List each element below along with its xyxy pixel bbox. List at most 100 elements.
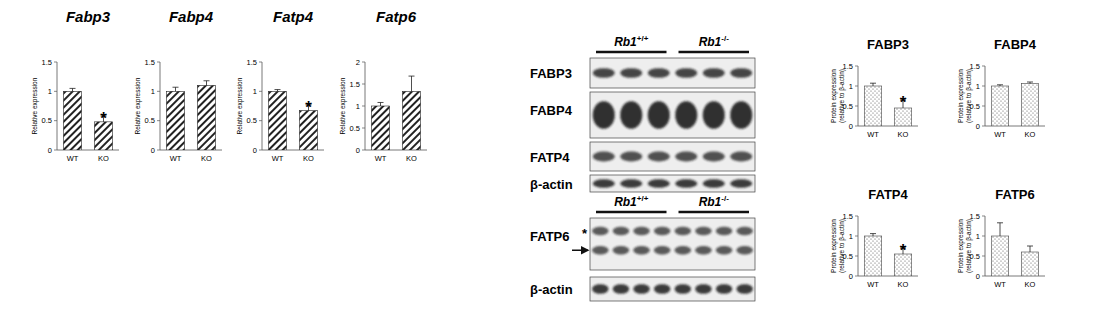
y-axis-label: Protein expression(relative to β-actin) (957, 69, 973, 123)
blot-row-label: β-actin (530, 282, 573, 297)
significance-mark: * (900, 241, 907, 260)
band (730, 68, 752, 78)
y-tick-label: 1 (976, 82, 980, 91)
y-axis (858, 216, 859, 276)
y-tick (855, 216, 858, 217)
band (613, 227, 630, 235)
y-tick (982, 66, 985, 67)
y-tick-label: 1 (356, 102, 360, 111)
y-axis (365, 62, 366, 150)
genotype-label: Rb1+/+ (614, 194, 649, 209)
group-bar (679, 51, 750, 54)
x-tick-label: KO (406, 154, 417, 163)
error-stem (1030, 246, 1031, 252)
y-tick (982, 236, 985, 237)
y-axis-label-line: (relative to β-actin) (965, 219, 973, 273)
y-tick (982, 126, 985, 127)
blot-strip (590, 277, 755, 301)
gene-name: Rb1 (614, 35, 637, 49)
chart-title: Fabp3 (66, 8, 111, 25)
y-tick-label: 0.5 (970, 102, 980, 111)
y-tick (54, 91, 57, 92)
y-tick-label: 2 (356, 58, 360, 67)
band (703, 179, 725, 188)
blot-strip (590, 175, 755, 192)
y-axis (985, 66, 986, 126)
y-tick-label: 0 (48, 146, 52, 155)
y-tick (982, 216, 985, 217)
significance-mark: * (100, 109, 107, 128)
band (736, 227, 753, 235)
y-tick (982, 86, 985, 87)
error-cap (997, 222, 1003, 223)
x-tick-label: WT (67, 154, 79, 163)
band (736, 284, 753, 294)
y-tick (982, 276, 985, 277)
band (675, 179, 697, 188)
y-tick (855, 256, 858, 257)
bar (403, 91, 421, 150)
blot-strip (590, 92, 755, 138)
band (593, 152, 615, 162)
band (592, 284, 609, 294)
error-bar (275, 90, 281, 92)
error-cap (1027, 246, 1033, 247)
genotype: -/- (721, 34, 729, 43)
x-tick-label: KO (98, 154, 109, 163)
y-tick (362, 62, 365, 63)
blot-strip (590, 142, 755, 171)
bar-chart: Fatp4Relative expression00.511.5WTKO* (236, 8, 324, 163)
band (620, 68, 642, 78)
y-tick (982, 106, 985, 107)
error-cap (409, 76, 415, 77)
y-tick-label: 0.5 (843, 102, 853, 111)
y-tick-label: 0 (151, 146, 155, 155)
band (730, 101, 752, 129)
y-axis-label: Relative expression (339, 77, 347, 134)
band (633, 284, 650, 294)
y-axis-label-line: (relative to β-actin) (838, 219, 846, 273)
x-tick-label: WT (272, 154, 284, 163)
x-tick-label: KO (201, 154, 212, 163)
error-bar (409, 76, 415, 91)
band (648, 101, 670, 129)
x-tick-label: KO (303, 154, 314, 163)
y-axis-label: Protein expression(relative to β-actin) (957, 219, 973, 273)
band (648, 68, 670, 78)
y-tick-label: 0 (849, 272, 853, 281)
bar (372, 106, 390, 150)
error-stem (72, 88, 73, 91)
error-bar (997, 85, 1003, 86)
band (675, 284, 692, 294)
error-cap (870, 233, 876, 234)
band (633, 246, 650, 254)
error-cap (997, 84, 1003, 85)
bar-chart: Fatp6Relative expression00.511.52WTKO (339, 8, 427, 163)
error-cap (1027, 82, 1033, 83)
y-tick-label: 1 (151, 87, 155, 96)
band-arrow (572, 249, 588, 251)
chart-title: FATP4 (868, 187, 908, 202)
bar (198, 85, 216, 150)
y-tick-label: 1.5 (42, 58, 52, 67)
blot-row-label: FABP4 (530, 103, 573, 118)
y-tick (362, 128, 365, 129)
y-axis (57, 62, 58, 150)
y-axis-label: Protein expression(relative to β-actin) (830, 69, 846, 123)
chart-title: Fabp4 (169, 8, 214, 25)
genotype-label: Rb1-/- (699, 194, 730, 209)
y-tick-label: 0.5 (350, 124, 360, 133)
band (716, 227, 733, 235)
band (730, 179, 752, 188)
figure: Fabp3 Relative expression 0 0.5 1 1.5 WT KO * Fab… (0, 0, 1107, 309)
error-bar (1027, 246, 1033, 252)
error-stem (411, 76, 412, 91)
error-bar (870, 83, 876, 86)
gene-name: Rb1 (614, 195, 637, 209)
x-tick-label: WT (170, 154, 182, 163)
y-tick (362, 150, 365, 151)
bar (864, 236, 881, 276)
y-tick (855, 66, 858, 67)
plot-area (991, 82, 1038, 126)
gene-name: Rb1 (699, 195, 722, 209)
